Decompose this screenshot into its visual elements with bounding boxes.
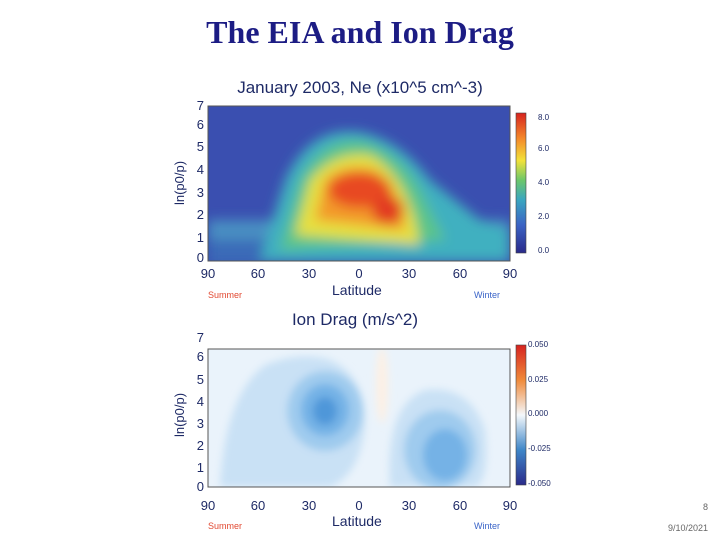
y-tick: 4 [197,162,204,177]
y-tick: 6 [197,117,204,132]
cbar-tick: 2.0 [538,212,550,221]
x-tick: 30 [302,498,316,513]
cbar-tick: -0.025 [528,444,551,453]
bottom-contour-plot: 0.050 0.025 0.000 -0.025 -0.050 0 1 2 3 … [172,330,551,513]
top-panel-title: January 2003, Ne (x10^5 cm^-3) [237,78,483,97]
y-tick: 7 [197,98,204,113]
top-winter-label: Winter [474,290,501,300]
x-tick: 0 [355,266,362,281]
bottom-winter-label: Winter [474,521,501,531]
y-axis-label: ln(p0/p) [172,161,187,205]
x-tick: 30 [402,498,416,513]
slide-date: 9/10/2021 [667,523,708,533]
x-tick: 90 [201,498,215,513]
bottom-summer-label: Summer [208,521,243,531]
top-summer-label: Summer [208,290,243,300]
cbar-tick: 4.0 [538,178,550,187]
top-contour-plot: 8.0 6.0 4.0 2.0 0.0 0 1 2 3 4 5 6 7 90 6… [172,98,550,281]
cbar-tick: 8.0 [538,113,550,122]
x-tick: 60 [251,498,265,513]
cbar-tick: 0.050 [528,340,549,349]
y-tick: 4 [197,394,204,409]
bottom-panel-title: Ion Drag (m/s^2) [291,310,419,329]
x-tick: 60 [453,266,467,281]
y-tick: 3 [197,416,204,431]
y-tick: 7 [197,330,204,345]
y-tick: 5 [197,139,204,154]
y-tick: 0 [197,479,204,494]
cbar-tick: -0.050 [528,479,551,488]
x-tick: 0 [355,498,362,513]
y-tick: 2 [197,438,204,453]
x-tick: 30 [402,266,416,281]
cbar-tick: 0.000 [528,409,549,418]
slide-number: 8 [702,502,708,512]
y-tick: 1 [197,460,204,475]
x-tick: 60 [251,266,265,281]
cbar-tick: 0.025 [528,375,549,384]
x-tick: 90 [503,266,517,281]
y-tick: 0 [197,250,204,265]
top-x-axis-label: Latitude [332,282,382,298]
y-tick: 2 [197,207,204,222]
x-tick: 60 [453,498,467,513]
y-tick: 5 [197,372,204,387]
x-tick: 90 [503,498,517,513]
y-axis-label: ln(p0/p) [172,393,187,437]
y-tick: 1 [197,230,204,245]
bottom-x-axis-label: Latitude [332,513,382,529]
y-tick: 6 [197,349,204,364]
slide-title: The EIA and Ion Drag [206,14,514,50]
x-tick: 30 [302,266,316,281]
cbar-tick: 6.0 [538,144,550,153]
y-tick: 3 [197,185,204,200]
cbar-tick: 0.0 [538,246,550,255]
x-tick: 90 [201,266,215,281]
